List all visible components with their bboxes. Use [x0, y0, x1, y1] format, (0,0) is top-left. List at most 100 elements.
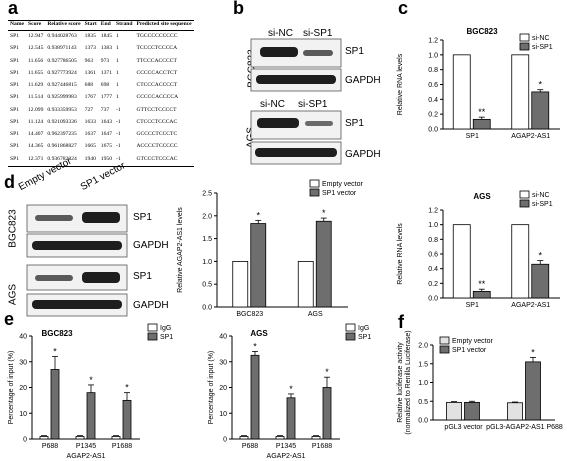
bar — [472, 290, 491, 299]
y-tick-label: 2.5 — [202, 191, 212, 198]
legend-label: Empty vector — [322, 181, 364, 188]
x-tick-label: P688 — [242, 443, 258, 450]
table-cell: 11.124 — [27, 118, 44, 125]
bar — [525, 361, 541, 421]
table-cell: 0.933359953 — [47, 106, 77, 113]
blot-b-membranes — [250, 38, 342, 165]
table-cell: 688 — [84, 82, 94, 89]
significance-mark: * — [531, 347, 535, 357]
legend-swatch — [439, 345, 450, 354]
blot-band — [32, 300, 122, 309]
y-tick-label: 0.0 — [428, 296, 438, 303]
significance-mark: * — [289, 384, 293, 394]
chart-title: BGC823 — [41, 329, 73, 338]
chart-e_right: 0 10 20 30 40 Percentage of input (%) AGS * P688… — [208, 323, 371, 460]
table-cell: 12.371 — [25, 153, 46, 167]
table-cell: GCCCCTCCCTC — [136, 131, 178, 138]
table-body: SP1 12.947 0.944028763 1835 1845 1 TGCCCCCCCCC… — [8, 30, 194, 167]
y-axis-label: Relative AGAP2-AS1 levels — [177, 207, 184, 293]
table-cell: 1643 — [100, 118, 112, 125]
table-cell: 1777 — [100, 94, 112, 101]
blot-band — [82, 272, 120, 283]
legend-label: si-SP1 — [532, 201, 553, 208]
significance-mark: * — [325, 367, 329, 377]
y-tick-label: 0.6 — [428, 252, 438, 259]
blot-band — [257, 118, 299, 128]
table-cell: CTCCCACCCCT — [136, 82, 178, 89]
x-tick-label: AGAP2-AS1 — [511, 302, 550, 309]
table-cell: 1 — [115, 32, 119, 39]
table-cell: SP1 — [10, 69, 20, 76]
table-cell: 1950 — [98, 153, 114, 167]
y-tick-label: 0.4 — [428, 266, 438, 273]
x-tick-label: P688 — [42, 443, 58, 450]
y-tick-label: 20 — [219, 385, 227, 392]
table-row: SP1 11.656 0.927786505 963 973 1 TTCCCACCCCT — [8, 55, 194, 67]
bar — [239, 436, 249, 440]
table-cell: 1361 — [84, 69, 96, 76]
table-cell: 1940 — [82, 153, 99, 167]
x-tick-label: pGL3-AGAP2-AS1 P688 — [486, 424, 563, 431]
significance-mark: * — [125, 383, 129, 393]
table-cell: -1 — [113, 153, 135, 167]
legend: Empty vector SP1 vector — [309, 179, 364, 197]
table-cell: 737 — [100, 106, 110, 113]
blot-band — [255, 148, 337, 157]
table-cell: 973 — [100, 57, 110, 64]
table-header-cell: Name — [8, 20, 26, 31]
table-header-cell: Predicted site sequence — [134, 20, 194, 31]
bar — [452, 224, 471, 299]
panel-label-b: b — [233, 0, 244, 18]
bar — [122, 399, 132, 440]
legend-swatch — [439, 336, 450, 345]
table-cell: SP1 — [10, 118, 20, 125]
binding-site-table: Name Score Relative score Start End Strand Pre… — [8, 20, 194, 167]
y-tick-label: 10 — [219, 411, 227, 418]
y-tick-label: 0.5 — [202, 282, 212, 289]
table-cell: GTCCCTCCCAC — [134, 153, 194, 167]
bar — [111, 436, 121, 440]
y-tick-label: 0.2 — [428, 281, 438, 288]
legend-label: SP1 vector — [452, 347, 487, 354]
legend-label: SP1 — [358, 334, 371, 341]
legend: si-NC si-SP1 — [519, 190, 553, 208]
x-tick-label: SP1 — [466, 133, 479, 140]
table-cell: 1665 — [84, 143, 96, 150]
x-tick-label: P1345 — [276, 443, 296, 450]
blot-b-protein-label: SP1 — [345, 46, 364, 57]
y-tick-label: 2.0 — [418, 343, 428, 350]
table-cell: 11.655 — [27, 69, 44, 76]
significance-mark: * — [253, 341, 257, 351]
table-cell: 12.099 — [27, 106, 44, 113]
bar — [452, 54, 471, 130]
legend-label: SP1 — [160, 334, 173, 341]
y-tick-label: 0.0 — [428, 127, 438, 134]
y-tick-label: 0.5 — [418, 399, 428, 406]
bar — [472, 118, 491, 130]
y-tick-label: 1.2 — [428, 208, 438, 215]
blot-band — [303, 50, 333, 56]
blot-b-lane-label: si-SP1 — [303, 28, 333, 39]
y-tick-label: 1.5 — [418, 361, 428, 368]
table-cell: 0.927446815 — [47, 82, 77, 89]
y-tick-label: 1.5 — [202, 236, 212, 243]
table-cell: 1 — [115, 82, 119, 89]
significance-mark: * — [538, 251, 542, 261]
x-tick-label: P1688 — [112, 443, 132, 450]
table-row: SP1 11.629 0.927446815 688 698 1 CTCCCACCCCT — [8, 80, 194, 92]
y-tick-label: 0.4 — [428, 97, 438, 104]
x-axis-label: AGAP2-AS1 — [267, 453, 306, 460]
table-cell: SP1 — [10, 143, 20, 150]
legend-swatch — [345, 332, 356, 341]
blot-d-protein-label: SP1 — [133, 212, 152, 223]
table-cell: -1 — [115, 118, 121, 125]
legend-label: IgG — [160, 325, 171, 332]
blot-band — [35, 275, 73, 281]
table-cell: -1 — [115, 106, 121, 113]
y-axis-label: Percentage of input (%) — [208, 351, 215, 425]
bar — [297, 260, 314, 308]
legend-label: SP1 vector — [322, 190, 357, 197]
table-header-row: Name Score Relative score Start End Strand Pre… — [8, 20, 194, 31]
blot-b-lane-label: si-SP1 — [298, 99, 328, 110]
